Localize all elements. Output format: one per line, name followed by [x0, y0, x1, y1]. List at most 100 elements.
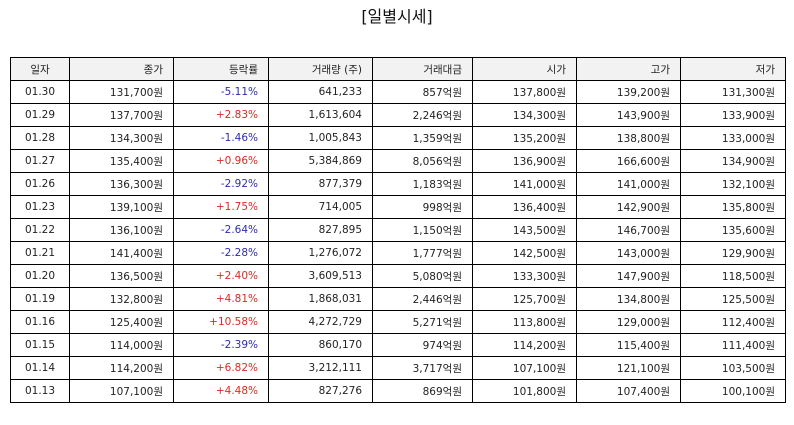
cell-close: 136,500원 [69, 264, 174, 288]
cell-low: 125,500원 [680, 287, 786, 311]
cell-high: 129,000원 [576, 310, 681, 334]
table-row: 01.20 136,500원 +2.40% 3,609,513 5,080억원 133,3… [10, 264, 786, 288]
cell-open: 136,900원 [472, 149, 577, 173]
cell-high: 139,200원 [576, 80, 681, 104]
cell-high: 146,700원 [576, 218, 681, 242]
table-row: 01.19 132,800원 +4.81% 1,868,031 2,446억원 125,7… [10, 287, 786, 311]
cell-date: 01.16 [10, 310, 70, 334]
cell-close: 131,700원 [69, 80, 174, 104]
cell-high: 147,900원 [576, 264, 681, 288]
cell-close: 141,400원 [69, 241, 174, 265]
cell-volume: 641,233 [268, 80, 373, 104]
cell-volume: 3,212,111 [268, 356, 373, 380]
cell-high: 107,400원 [576, 379, 681, 403]
cell-open: 114,200원 [472, 333, 577, 357]
cell-change-rate: -2.39% [173, 333, 269, 357]
cell-open: 135,200원 [472, 126, 577, 150]
cell-change-rate: -2.64% [173, 218, 269, 242]
cell-volume: 827,895 [268, 218, 373, 242]
cell-date: 01.20 [10, 264, 70, 288]
cell-date: 01.29 [10, 103, 70, 127]
cell-change-rate: +4.48% [173, 379, 269, 403]
column-header-high: 고가 [576, 57, 681, 81]
cell-low: 118,500원 [680, 264, 786, 288]
column-header-change-rate: 등락률 [173, 57, 269, 81]
cell-close: 107,100원 [69, 379, 174, 403]
table-row: 01.14 114,200원 +6.82% 3,212,111 3,717억원 107,1… [10, 356, 786, 380]
column-header-open: 시가 [472, 57, 577, 81]
cell-volume: 1,868,031 [268, 287, 373, 311]
cell-trading-value: 2,446억원 [372, 287, 473, 311]
cell-close: 135,400원 [69, 149, 174, 173]
cell-low: 111,400원 [680, 333, 786, 357]
cell-close: 136,300원 [69, 172, 174, 196]
cell-trading-value: 1,150억원 [372, 218, 473, 242]
cell-low: 135,800원 [680, 195, 786, 219]
cell-volume: 860,170 [268, 333, 373, 357]
cell-change-rate: +4.81% [173, 287, 269, 311]
cell-trading-value: 1,183억원 [372, 172, 473, 196]
cell-volume: 877,379 [268, 172, 373, 196]
column-header-low: 저가 [680, 57, 786, 81]
cell-high: 166,600원 [576, 149, 681, 173]
cell-open: 134,300원 [472, 103, 577, 127]
cell-low: 135,600원 [680, 218, 786, 242]
cell-open: 101,800원 [472, 379, 577, 403]
cell-low: 134,900원 [680, 149, 786, 173]
page-title: [일별시세] [361, 7, 433, 26]
cell-low: 131,300원 [680, 80, 786, 104]
cell-low: 133,900원 [680, 103, 786, 127]
column-header-date: 일자 [10, 57, 70, 81]
cell-high: 134,800원 [576, 287, 681, 311]
column-header-volume: 거래량 (주) [268, 57, 373, 81]
column-header-trading-value: 거래대금 [372, 57, 473, 81]
cell-trading-value: 869억원 [372, 379, 473, 403]
cell-high: 142,900원 [576, 195, 681, 219]
cell-volume: 714,005 [268, 195, 373, 219]
cell-volume: 1,613,604 [268, 103, 373, 127]
cell-date: 01.14 [10, 356, 70, 380]
cell-date: 01.28 [10, 126, 70, 150]
cell-low: 132,100원 [680, 172, 786, 196]
cell-trading-value: 2,246억원 [372, 103, 473, 127]
cell-high: 115,400원 [576, 333, 681, 357]
table-row: 01.16 125,400원 +10.58% 4,272,729 5,271억원 113,… [10, 310, 786, 334]
cell-trading-value: 8,056억원 [372, 149, 473, 173]
cell-open: 107,100원 [472, 356, 577, 380]
cell-change-rate: -2.28% [173, 241, 269, 265]
daily-price-table: 일자 종가 등락률 거래량 (주) 거래대금 시가 고가 저가 01.30 131… [10, 57, 786, 403]
table-row: 01.29 137,700원 +2.83% 1,613,604 2,246억원 134,3… [10, 103, 786, 127]
cell-close: 132,800원 [69, 287, 174, 311]
table-row: 01.27 135,400원 +0.96% 5,384,869 8,056억원 136,9… [10, 149, 786, 173]
cell-change-rate: +6.82% [173, 356, 269, 380]
cell-volume: 3,609,513 [268, 264, 373, 288]
cell-trading-value: 998억원 [372, 195, 473, 219]
cell-open: 141,000원 [472, 172, 577, 196]
cell-close: 114,000원 [69, 333, 174, 357]
cell-volume: 5,384,869 [268, 149, 373, 173]
cell-volume: 4,272,729 [268, 310, 373, 334]
cell-high: 138,800원 [576, 126, 681, 150]
cell-volume: 1,005,843 [268, 126, 373, 150]
cell-open: 137,800원 [472, 80, 577, 104]
cell-change-rate: +2.40% [173, 264, 269, 288]
cell-change-rate: +10.58% [173, 310, 269, 334]
cell-open: 142,500원 [472, 241, 577, 265]
cell-volume: 827,276 [268, 379, 373, 403]
cell-close: 134,300원 [69, 126, 174, 150]
cell-low: 133,000원 [680, 126, 786, 150]
cell-high: 141,000원 [576, 172, 681, 196]
cell-trading-value: 1,777억원 [372, 241, 473, 265]
cell-close: 139,100원 [69, 195, 174, 219]
cell-close: 125,400원 [69, 310, 174, 334]
cell-close: 114,200원 [69, 356, 174, 380]
cell-open: 125,700원 [472, 287, 577, 311]
cell-change-rate: -2.92% [173, 172, 269, 196]
table-row: 01.30 131,700원 -5.11% 641,233 857억원 137,800원 1… [10, 80, 786, 104]
table-row: 01.22 136,100원 -2.64% 827,895 1,150억원 143,500… [10, 218, 786, 242]
cell-open: 113,800원 [472, 310, 577, 334]
cell-change-rate: +2.83% [173, 103, 269, 127]
table-row: 01.23 139,100원 +1.75% 714,005 998억원 136,400원 1… [10, 195, 786, 219]
cell-date: 01.30 [10, 80, 70, 104]
cell-date: 01.13 [10, 379, 70, 403]
